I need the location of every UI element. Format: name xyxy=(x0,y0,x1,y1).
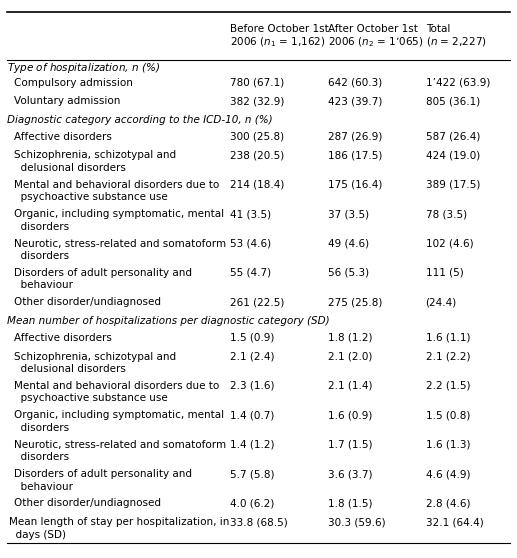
Text: 382 (32.9): 382 (32.9) xyxy=(230,97,284,106)
Text: 1.5 (0.9): 1.5 (0.9) xyxy=(230,333,275,343)
Text: Neurotic, stress-related and somatoform
  disorders: Neurotic, stress-related and somatoform … xyxy=(14,440,226,462)
Text: Affective disorders: Affective disorders xyxy=(14,333,112,343)
Text: Mental and behavioral disorders due to
  psychoactive substance use: Mental and behavioral disorders due to p… xyxy=(14,180,220,202)
Text: 41 (3.5): 41 (3.5) xyxy=(230,209,271,219)
Text: 238 (20.5): 238 (20.5) xyxy=(230,151,284,161)
Text: 389 (17.5): 389 (17.5) xyxy=(425,180,480,190)
Text: Total
($n$ = 2,227): Total ($n$ = 2,227) xyxy=(425,23,486,49)
Text: Affective disorders: Affective disorders xyxy=(14,132,112,142)
Text: Disorders of adult personality and
  behaviour: Disorders of adult personality and behav… xyxy=(14,268,192,290)
Text: Organic, including symptomatic, mental
  disorders: Organic, including symptomatic, mental d… xyxy=(14,209,224,232)
Text: 1.4 (1.2): 1.4 (1.2) xyxy=(230,440,275,450)
Text: 2.1 (1.4): 2.1 (1.4) xyxy=(328,381,372,391)
Text: 2.2 (1.5): 2.2 (1.5) xyxy=(425,381,470,391)
Text: 642 (60.3): 642 (60.3) xyxy=(328,78,382,88)
Text: Other disorder/undiagnosed: Other disorder/undiagnosed xyxy=(14,297,161,307)
Text: 30.3 (59.6): 30.3 (59.6) xyxy=(328,517,386,527)
Text: Type of hospitalization, $n$ (%): Type of hospitalization, $n$ (%) xyxy=(7,61,160,75)
Text: 587 (26.4): 587 (26.4) xyxy=(425,132,480,142)
Text: 1.6 (1.3): 1.6 (1.3) xyxy=(425,440,470,450)
Text: 175 (16.4): 175 (16.4) xyxy=(328,180,382,190)
Text: 1.4 (0.7): 1.4 (0.7) xyxy=(230,410,275,420)
Text: 5.7 (5.8): 5.7 (5.8) xyxy=(230,469,275,479)
Text: 37 (3.5): 37 (3.5) xyxy=(328,209,369,219)
Text: 2.1 (2.2): 2.1 (2.2) xyxy=(425,352,470,362)
Text: 53 (4.6): 53 (4.6) xyxy=(230,239,271,249)
Text: After October 1st
2006 ($n_2$ = 1’065): After October 1st 2006 ($n_2$ = 1’065) xyxy=(328,23,423,49)
Text: 32.1 (64.4): 32.1 (64.4) xyxy=(425,517,483,527)
Text: 805 (36.1): 805 (36.1) xyxy=(425,97,480,106)
Text: 186 (17.5): 186 (17.5) xyxy=(328,151,382,161)
Text: 2.1 (2.4): 2.1 (2.4) xyxy=(230,352,275,362)
Text: Organic, including symptomatic, mental
  disorders: Organic, including symptomatic, mental d… xyxy=(14,410,224,433)
Text: Mental and behavioral disorders due to
  psychoactive substance use: Mental and behavioral disorders due to p… xyxy=(14,381,220,403)
Text: 33.8 (68.5): 33.8 (68.5) xyxy=(230,517,288,527)
Text: Mean length of stay per hospitalization, in
  days (SD): Mean length of stay per hospitalization,… xyxy=(9,517,230,540)
Text: 275 (25.8): 275 (25.8) xyxy=(328,297,382,307)
Text: 78 (3.5): 78 (3.5) xyxy=(425,209,467,219)
Text: Schizophrenia, schizotypal and
  delusional disorders: Schizophrenia, schizotypal and delusiona… xyxy=(14,352,176,374)
Text: 1.8 (1.5): 1.8 (1.5) xyxy=(328,498,372,508)
Text: 1’422 (63.9): 1’422 (63.9) xyxy=(425,78,490,88)
Text: Mean number of hospitalizations per diagnostic category (SD): Mean number of hospitalizations per diag… xyxy=(7,316,329,326)
Text: 1.8 (1.2): 1.8 (1.2) xyxy=(328,333,372,343)
Text: 102 (4.6): 102 (4.6) xyxy=(425,239,473,249)
Text: 1.7 (1.5): 1.7 (1.5) xyxy=(328,440,372,450)
Text: 49 (4.6): 49 (4.6) xyxy=(328,239,369,249)
Text: 287 (26.9): 287 (26.9) xyxy=(328,132,382,142)
Text: 2.1 (2.0): 2.1 (2.0) xyxy=(328,352,372,362)
Text: 55 (4.7): 55 (4.7) xyxy=(230,268,271,278)
Text: Before October 1st.
2006 ($n_1$ = 1,162): Before October 1st. 2006 ($n_1$ = 1,162) xyxy=(230,23,332,49)
Text: 2.3 (1.6): 2.3 (1.6) xyxy=(230,381,275,391)
Text: Schizophrenia, schizotypal and
  delusional disorders: Schizophrenia, schizotypal and delusiona… xyxy=(14,151,176,173)
Text: 214 (18.4): 214 (18.4) xyxy=(230,180,284,190)
Text: Disorders of adult personality and
  behaviour: Disorders of adult personality and behav… xyxy=(14,469,192,492)
Text: 56 (5.3): 56 (5.3) xyxy=(328,268,369,278)
Text: 2.8 (4.6): 2.8 (4.6) xyxy=(425,498,470,508)
Text: Other disorder/undiagnosed: Other disorder/undiagnosed xyxy=(14,498,161,508)
Text: 423 (39.7): 423 (39.7) xyxy=(328,97,382,106)
Text: 1.6 (1.1): 1.6 (1.1) xyxy=(425,333,470,343)
Text: 4.6 (4.9): 4.6 (4.9) xyxy=(425,469,470,479)
Text: 3.6 (3.7): 3.6 (3.7) xyxy=(328,469,372,479)
Text: 111 (5): 111 (5) xyxy=(425,268,463,278)
Text: 4.0 (6.2): 4.0 (6.2) xyxy=(230,498,275,508)
Text: 1.5 (0.8): 1.5 (0.8) xyxy=(425,410,470,420)
Text: 1.6 (0.9): 1.6 (0.9) xyxy=(328,410,372,420)
Text: 261 (22.5): 261 (22.5) xyxy=(230,297,284,307)
Text: Voluntary admission: Voluntary admission xyxy=(14,97,120,106)
Text: Compulsory admission: Compulsory admission xyxy=(14,78,133,88)
Text: Diagnostic category according to the ICD-10, n (%): Diagnostic category according to the ICD… xyxy=(7,115,272,125)
Text: 780 (67.1): 780 (67.1) xyxy=(230,78,284,88)
Text: 300 (25.8): 300 (25.8) xyxy=(230,132,284,142)
Text: (24.4): (24.4) xyxy=(425,297,457,307)
Text: Neurotic, stress-related and somatoform
  disorders: Neurotic, stress-related and somatoform … xyxy=(14,239,226,261)
Text: 424 (19.0): 424 (19.0) xyxy=(425,151,480,161)
